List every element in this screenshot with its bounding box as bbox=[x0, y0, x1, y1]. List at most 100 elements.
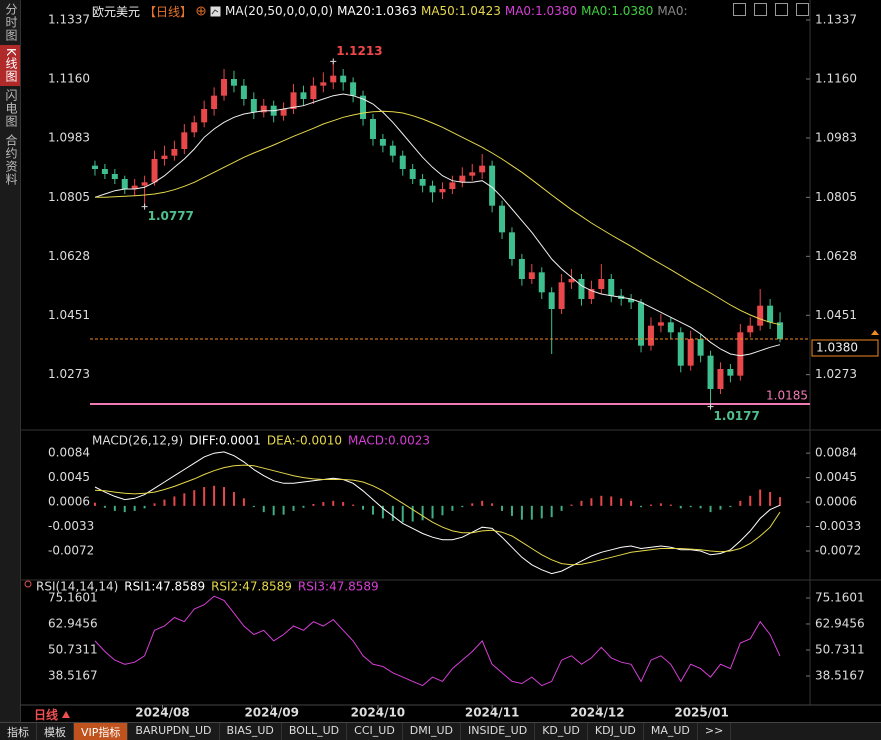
tab[interactable]: KDJ_UD bbox=[588, 723, 644, 740]
period: 【日线】 bbox=[144, 4, 193, 19]
macd-bar bbox=[272, 505, 275, 516]
tab[interactable]: INSIDE_UD bbox=[461, 723, 536, 740]
y-tick-label: 0.0045 bbox=[48, 470, 90, 484]
macd-bar bbox=[332, 500, 335, 506]
candle-body bbox=[221, 79, 228, 96]
candle-body bbox=[518, 259, 525, 279]
legend-text: RSI3:47.8589 bbox=[298, 580, 379, 594]
candle-body bbox=[697, 339, 704, 356]
y-tick-label: -0.0072 bbox=[48, 544, 94, 558]
tab[interactable]: DMI_UD bbox=[403, 723, 462, 740]
candle-body bbox=[657, 322, 664, 326]
candle-body bbox=[757, 305, 764, 326]
icon[interactable] bbox=[754, 3, 767, 16]
macd-bar bbox=[530, 505, 533, 520]
side-tab[interactable]: 合约资料 bbox=[4, 133, 18, 186]
side-tab[interactable]: K线图 bbox=[0, 45, 20, 86]
macd-bar bbox=[431, 505, 434, 519]
candle-body bbox=[777, 322, 784, 339]
y-tick-label: 0.0006 bbox=[48, 495, 90, 509]
macd-bar bbox=[471, 503, 474, 506]
candle-body bbox=[171, 149, 178, 156]
icon[interactable] bbox=[796, 3, 809, 16]
indicator-icon[interactable] bbox=[210, 6, 221, 17]
candle-body bbox=[280, 109, 287, 116]
y-tick-label: 1.0451 bbox=[48, 308, 90, 322]
y-tick-label: 1.0805 bbox=[48, 190, 90, 204]
ma-value: MA0:1.0380 bbox=[581, 4, 654, 18]
candle-body bbox=[727, 369, 734, 376]
extreme-label: 1.1213 bbox=[336, 44, 382, 58]
side-tab[interactable]: 分时图 bbox=[4, 3, 18, 42]
period-selector[interactable]: 日线 bbox=[34, 706, 71, 723]
tab[interactable]: VIP指标 bbox=[74, 723, 129, 740]
candle-body bbox=[767, 305, 774, 323]
macd-bar bbox=[133, 505, 136, 511]
macd-bar bbox=[749, 495, 752, 506]
last-price-box bbox=[811, 339, 879, 357]
ma-value: MA0: bbox=[657, 4, 688, 18]
tab[interactable]: BARUPDN_UD bbox=[128, 723, 220, 740]
tab[interactable]: KD_UD bbox=[535, 723, 588, 740]
macd-bar bbox=[391, 505, 394, 521]
macd-bar bbox=[352, 504, 355, 506]
x-tick-label: 2025/01 bbox=[674, 706, 728, 720]
window-icons bbox=[733, 3, 809, 16]
candle-body bbox=[360, 95, 367, 119]
tab[interactable]: 指标 bbox=[0, 723, 37, 740]
last-price-label: 1.0380 bbox=[816, 341, 858, 355]
candle-body bbox=[598, 279, 605, 289]
candle-body bbox=[647, 325, 654, 346]
y-tick-label: 75.1601 bbox=[815, 590, 865, 604]
macd-bar bbox=[93, 502, 96, 506]
y-tick-label: 0.0084 bbox=[815, 446, 857, 460]
y-tick-label: 0.0084 bbox=[48, 446, 90, 460]
candle-body bbox=[528, 272, 535, 279]
icon[interactable] bbox=[733, 3, 746, 16]
macd-bar bbox=[689, 505, 692, 508]
y-tick-label: 75.1601 bbox=[48, 590, 98, 604]
extreme-marker bbox=[330, 58, 337, 65]
tab[interactable]: CCI_UD bbox=[347, 723, 403, 740]
chart-header: 欧元美元 【日线】 MA(20,50,0,0,0,0) MA20:1.0363 M… bbox=[92, 2, 688, 20]
macd-bar bbox=[252, 505, 255, 508]
macd-bar bbox=[520, 505, 523, 520]
macd-bar bbox=[282, 505, 285, 515]
macd-bar bbox=[669, 504, 672, 506]
candle-body bbox=[638, 302, 645, 346]
macd-bar bbox=[679, 505, 682, 509]
macd-bar bbox=[193, 490, 196, 506]
macd-bar bbox=[580, 500, 583, 506]
y-tick-label: -0.0072 bbox=[815, 544, 861, 558]
macd-bar bbox=[570, 504, 573, 506]
macd-bar bbox=[312, 503, 315, 506]
icon[interactable] bbox=[775, 3, 788, 16]
side-tab[interactable]: 闪电图 bbox=[4, 88, 18, 128]
macd-bar bbox=[302, 505, 305, 508]
x-tick-label: 2024/10 bbox=[351, 706, 405, 720]
tab[interactable]: 模板 bbox=[37, 723, 74, 740]
candle-body bbox=[667, 322, 674, 333]
tab[interactable]: BIAS_UD bbox=[220, 723, 282, 740]
tab[interactable]: MA_UD bbox=[644, 723, 698, 740]
macd-bar bbox=[421, 505, 424, 521]
macd-bar bbox=[381, 505, 384, 519]
candle-body bbox=[181, 132, 188, 149]
tab[interactable]: >> bbox=[698, 723, 732, 740]
candle-body bbox=[389, 145, 396, 156]
candle-body bbox=[747, 325, 754, 333]
rsi-line bbox=[94, 595, 781, 687]
tab[interactable]: BOLL_UD bbox=[282, 723, 348, 740]
legend-text: DEA:-0.0010 bbox=[267, 434, 342, 448]
candle-body bbox=[191, 122, 198, 133]
macd-bar bbox=[153, 503, 156, 506]
candle-body bbox=[717, 369, 724, 389]
y-tick-label: 1.0628 bbox=[48, 249, 90, 263]
candle-body bbox=[290, 92, 297, 109]
candle-body bbox=[350, 82, 357, 96]
macd-bar bbox=[143, 505, 146, 509]
ma-line bbox=[94, 93, 781, 357]
add-icon[interactable] bbox=[196, 6, 206, 16]
y-tick-label: 62.9456 bbox=[48, 616, 98, 630]
